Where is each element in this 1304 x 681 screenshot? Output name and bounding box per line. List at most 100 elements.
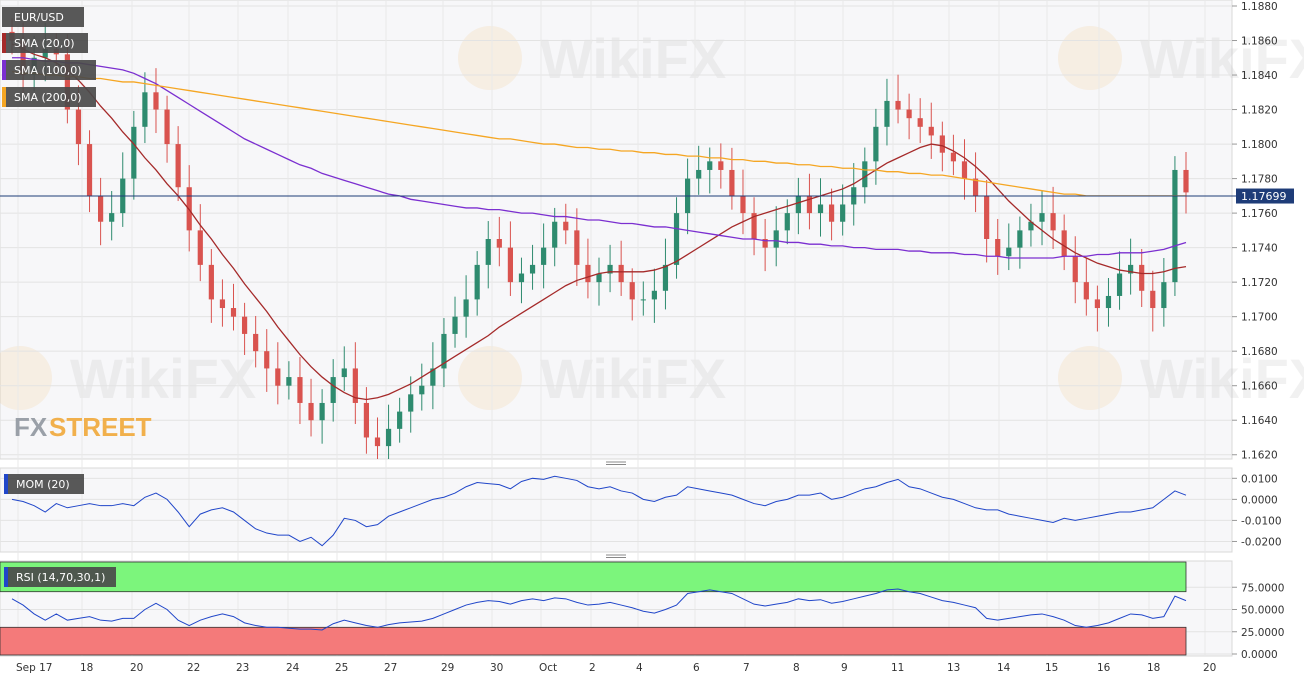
current-price-value: 1.17699: [1241, 190, 1287, 203]
candle: [629, 268, 635, 321]
x-tick-label: 29: [441, 662, 454, 674]
x-tick-label: 23: [236, 662, 249, 674]
y-tick-label: 1.1880: [1241, 1, 1278, 13]
candle: [950, 134, 957, 176]
candle: [596, 257, 602, 306]
x-tick-label: 20: [130, 662, 143, 674]
candle: [1006, 223, 1012, 271]
x-tick-label: 16: [1097, 662, 1111, 674]
candle: [1061, 214, 1067, 271]
sma-lines: [11, 43, 1187, 401]
candle: [751, 197, 757, 256]
watermark-layer: WikiFX WikiFX WikiFX WikiFX WikiFX: [0, 26, 1304, 410]
y-tick-label: 1.1640: [1241, 415, 1278, 427]
candle: [862, 147, 868, 204]
y-tick-label: 1.1680: [1241, 346, 1278, 358]
sma20-legend[interactable]: SMA (20,0): [2, 33, 88, 53]
candle: [1172, 156, 1178, 296]
mom-y-tick-label: 0.0000: [1241, 494, 1278, 506]
x-tick-label: 14: [997, 662, 1011, 674]
sma20-line: [11, 43, 1187, 401]
x-tick-label: 27: [384, 662, 397, 674]
candle: [1039, 191, 1045, 246]
watermark-badge: [458, 26, 522, 90]
sma20-label: SMA (20,0): [14, 37, 75, 50]
candle: [574, 208, 580, 286]
candle: [972, 152, 979, 213]
candle: [109, 191, 115, 241]
candle: [895, 74, 901, 124]
candle: [1017, 216, 1023, 269]
candle: [408, 376, 414, 433]
candle: [397, 397, 403, 443]
candle: [197, 204, 203, 282]
candle: [817, 178, 824, 237]
candle: [651, 268, 657, 323]
candlestick-series: [9, 18, 1189, 459]
x-tick-label: 11: [891, 662, 904, 674]
candle: [585, 238, 591, 299]
sma100-line: [12, 57, 1187, 259]
candle: [363, 387, 370, 454]
rsi-legend[interactable]: RSI (14,70,30,1): [4, 567, 116, 587]
candle: [485, 221, 491, 289]
candle: [928, 102, 934, 159]
candle: [308, 378, 314, 437]
rsi-label: RSI (14,70,30,1): [16, 571, 105, 584]
sma200-legend[interactable]: SMA (200,0): [2, 87, 96, 107]
mom-label: MOM (20): [16, 478, 70, 491]
mom-y-tick-label: -0.0200: [1241, 536, 1282, 548]
y-tick-label: 1.1820: [1241, 105, 1278, 117]
y-tick-label: 1.1700: [1241, 312, 1278, 324]
candle: [319, 389, 325, 444]
candle: [662, 238, 669, 310]
candle: [707, 147, 713, 194]
candle: [341, 346, 347, 391]
x-tick-label: Sep 17: [16, 662, 53, 674]
x-tick-label: 18: [1147, 662, 1160, 674]
candle: [917, 98, 923, 144]
y-tick-label: 1.1860: [1241, 36, 1278, 48]
sma100-label: SMA (100,0): [14, 64, 82, 77]
rsi-y-tick-label: 25.0000: [1241, 627, 1284, 639]
candle: [618, 240, 624, 296]
y-tick-label: 1.1620: [1241, 450, 1278, 462]
candle: [1128, 238, 1134, 295]
candle: [906, 93, 912, 140]
candle: [1105, 278, 1112, 327]
current-price-tag: 1.17699: [1236, 188, 1294, 204]
watermark-badge: [1058, 26, 1122, 90]
candle: [1183, 152, 1189, 214]
x-axis: Sep 17 18 20 22 23 24 25 27 29 30 Oct 2 4 6 7 8 9 11 13 14 1…: [16, 662, 1216, 674]
candle: [264, 329, 270, 392]
rsi-y-tick-label: 50.0000: [1241, 605, 1284, 617]
y-tick-label: 1.1840: [1241, 70, 1278, 82]
candle: [762, 218, 768, 272]
mom-legend[interactable]: MOM (20): [4, 474, 84, 494]
candle: [961, 139, 968, 200]
candle: [806, 173, 813, 230]
candle: [507, 221, 513, 296]
panel-splitter-1[interactable]: [606, 461, 626, 465]
y-tick-label: 1.1760: [1241, 208, 1278, 220]
mom-y-tick-label: -0.0100: [1241, 515, 1282, 527]
candle: [253, 315, 259, 368]
candle: [773, 206, 779, 267]
watermark-text: WikiFX: [540, 27, 726, 90]
panel-splitter-2[interactable]: [606, 554, 626, 558]
watermark-badge: [458, 346, 522, 410]
candle: [463, 275, 469, 338]
x-tick-label: 9: [841, 662, 848, 674]
candle: [1094, 285, 1100, 332]
y-tick-label: 1.1740: [1241, 243, 1278, 255]
candle: [1161, 257, 1167, 327]
candle: [286, 361, 292, 400]
candle: [1139, 249, 1145, 308]
mom-grid: [0, 477, 1232, 542]
watermark-badge: [0, 346, 52, 410]
candle: [563, 203, 569, 245]
sma100-legend[interactable]: SMA (100,0): [2, 60, 96, 80]
rsi-y-tick-label: 75.0000: [1241, 582, 1284, 594]
candle: [607, 244, 613, 293]
y-tick-label: 1.1720: [1241, 277, 1278, 289]
